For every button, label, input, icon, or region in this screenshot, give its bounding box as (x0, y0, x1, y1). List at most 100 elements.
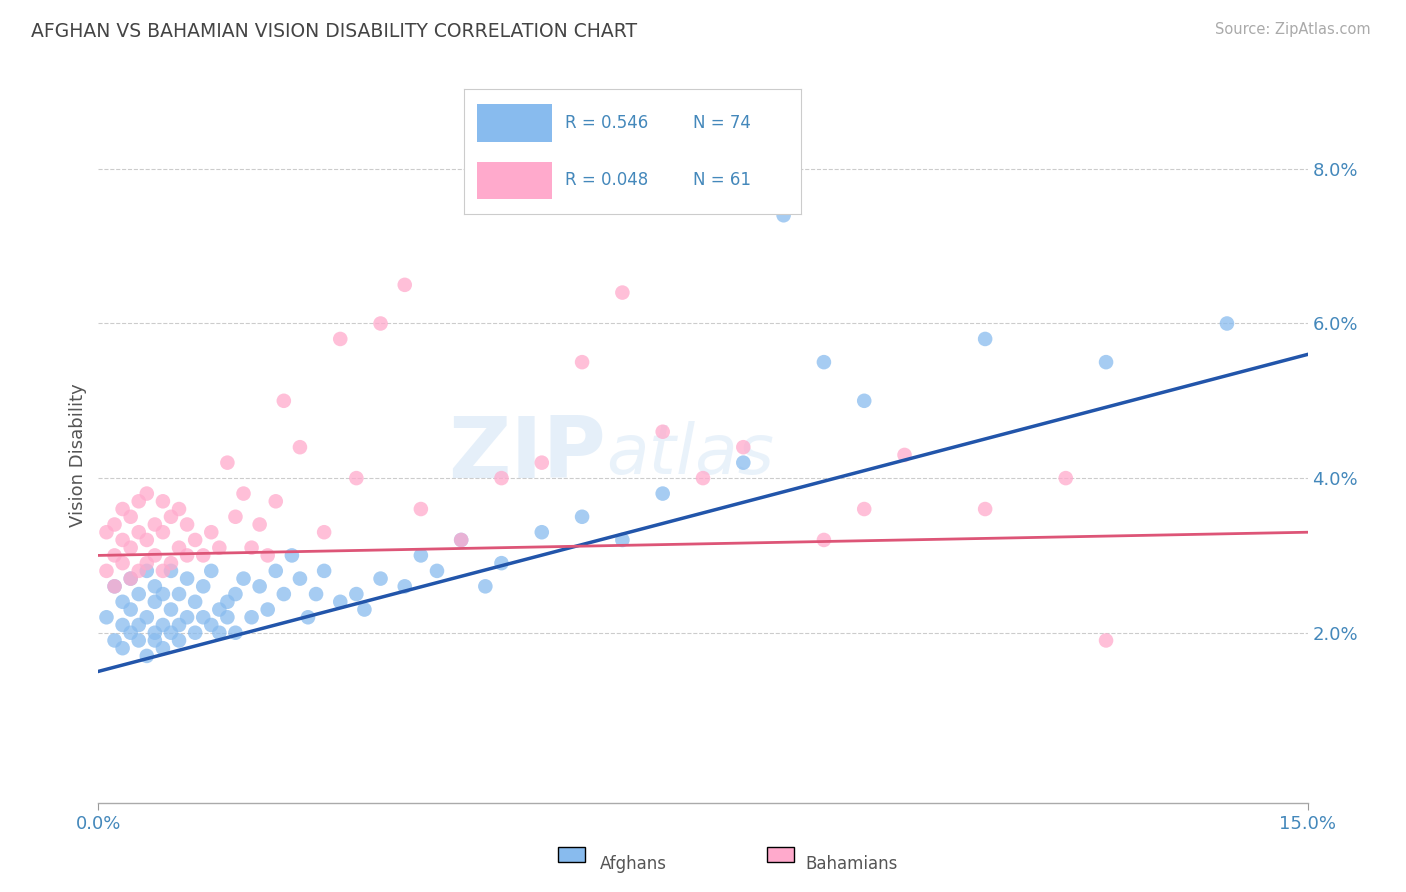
Point (160, 556, 183, 570)
Point (120, 572, 142, 586)
Point (240, 541, 263, 555)
Point (184, 533, 207, 547)
Point (167, 541, 190, 555)
Point (450, 533, 472, 547)
Point (249, 579, 271, 593)
Point (409, 502, 432, 516)
Point (571, 355, 593, 369)
Point (200, 564, 222, 578)
Point (160, 509, 183, 524)
Point (160, 564, 183, 578)
Point (224, 509, 246, 524)
Point (281, 549, 304, 563)
Point (256, 549, 278, 563)
Point (160, 625, 183, 640)
Point (288, 440, 311, 454)
Point (530, 525, 553, 540)
Point (128, 564, 150, 578)
Point (143, 517, 166, 532)
Point (135, 648, 157, 663)
Point (103, 579, 125, 593)
Point (353, 602, 375, 616)
Point (128, 618, 150, 632)
Point (193, 579, 215, 593)
Point (193, 610, 215, 624)
Point (571, 509, 593, 524)
Point (813, 533, 835, 547)
Point (208, 625, 231, 640)
Point (176, 517, 198, 532)
Point (128, 587, 150, 601)
Point (612, 285, 634, 300)
Point (491, 556, 513, 570)
Point (314, 525, 336, 540)
Point (974, 332, 997, 346)
Point (152, 641, 174, 656)
Point (733, 456, 755, 470)
Point (344, 471, 367, 485)
Point (224, 625, 246, 640)
Point (474, 579, 496, 593)
Point (329, 332, 352, 346)
Text: AFGHAN VS BAHAMIAN VISION DISABILITY CORRELATION CHART: AFGHAN VS BAHAMIAN VISION DISABILITY COR… (31, 22, 637, 41)
Point (208, 541, 231, 555)
Point (733, 440, 755, 454)
Point (200, 525, 222, 540)
Point (103, 517, 125, 532)
Point (217, 456, 239, 470)
Point (176, 549, 198, 563)
Point (612, 533, 634, 547)
Point (370, 572, 392, 586)
Point (184, 625, 207, 640)
Point (651, 486, 673, 500)
Point (176, 572, 198, 586)
Point (853, 393, 876, 408)
Point (184, 595, 207, 609)
Point (96, 610, 118, 624)
Point (160, 602, 183, 616)
Text: Source: ZipAtlas.com: Source: ZipAtlas.com (1215, 22, 1371, 37)
Point (314, 564, 336, 578)
Point (193, 549, 215, 563)
Point (143, 549, 166, 563)
Point (143, 595, 166, 609)
Point (450, 533, 472, 547)
Text: Afghans: Afghans (600, 855, 668, 873)
FancyBboxPatch shape (768, 847, 794, 862)
FancyBboxPatch shape (478, 104, 551, 142)
Point (208, 602, 231, 616)
Point (974, 502, 997, 516)
Point (329, 595, 352, 609)
Point (128, 494, 150, 508)
Point (1054, 471, 1077, 485)
Point (772, 208, 794, 222)
Point (111, 502, 134, 516)
Point (176, 610, 198, 624)
Point (103, 549, 125, 563)
Point (288, 572, 311, 586)
Point (893, 448, 915, 462)
Point (273, 393, 295, 408)
Point (370, 317, 392, 331)
Point (143, 633, 166, 648)
FancyBboxPatch shape (478, 161, 551, 199)
Point (167, 633, 190, 648)
Point (152, 525, 174, 540)
Point (167, 587, 190, 601)
Point (200, 618, 222, 632)
Point (273, 587, 295, 601)
Point (120, 572, 142, 586)
Point (111, 618, 134, 632)
Point (344, 587, 367, 601)
Point (394, 579, 416, 593)
Point (813, 355, 835, 369)
Point (111, 533, 134, 547)
Point (217, 610, 239, 624)
Point (491, 471, 513, 485)
Point (120, 625, 142, 640)
Point (264, 494, 287, 508)
Point (120, 541, 142, 555)
Point (297, 610, 319, 624)
Point (128, 633, 150, 648)
Point (103, 633, 125, 648)
